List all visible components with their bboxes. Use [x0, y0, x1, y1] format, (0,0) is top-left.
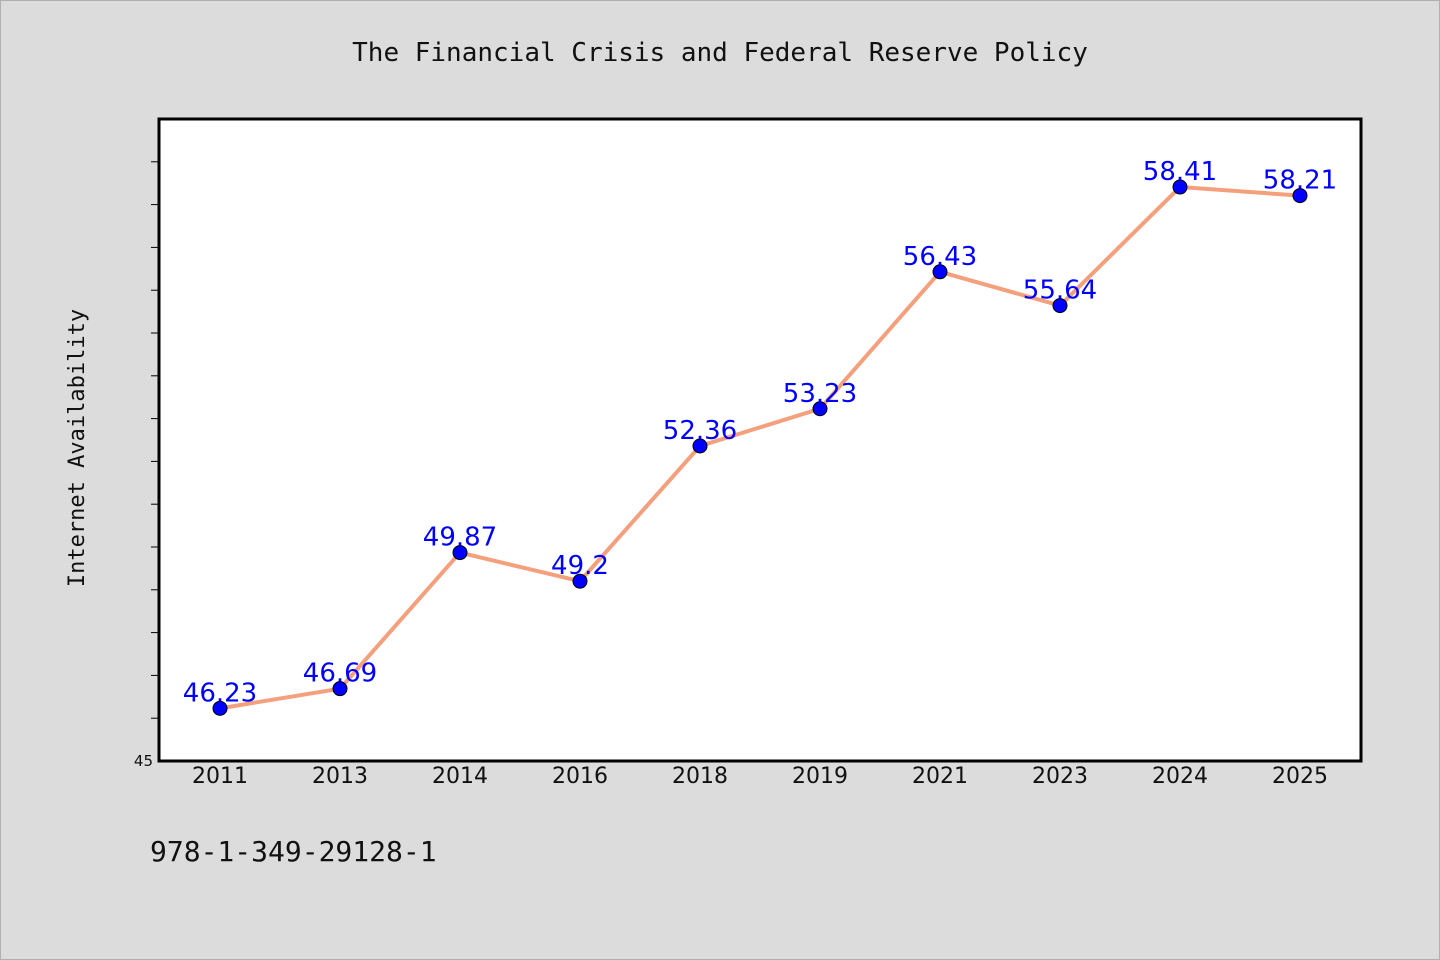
x-tick-label: 2025	[1272, 764, 1328, 789]
x-axis-tick-labels: 2011 2013 2014 2016 2018 2019 2021 2023 2024 2025	[192, 764, 1328, 789]
data-label: 46.23	[183, 678, 257, 708]
data-point	[332, 681, 348, 697]
plot-area	[157, 117, 1363, 763]
data-label: 49.2	[551, 551, 609, 581]
isbn-text: 978-1-349-29128-1	[150, 835, 437, 868]
x-tick-label: 2024	[1152, 764, 1208, 789]
data-point	[452, 545, 468, 561]
x-tick-label: 2018	[672, 764, 728, 789]
data-label: 49.87	[423, 523, 497, 553]
y-tick-label: 45	[134, 752, 153, 770]
x-tick-label: 2021	[912, 764, 968, 789]
y-axis-ticks	[151, 161, 159, 719]
data-labels: 46.23 46.69 49.87 49.2 52.36 53.23 56.43 55.64 5…	[183, 157, 1337, 708]
data-label: 55.64	[1023, 276, 1097, 306]
data-point	[812, 401, 828, 417]
data-point	[572, 573, 588, 589]
x-tick-label: 2011	[192, 764, 248, 789]
data-point	[212, 700, 228, 716]
data-label: 58.41	[1143, 157, 1217, 187]
data-label: 58.21	[1263, 166, 1337, 196]
y-axis-label: Internet Availability	[65, 309, 90, 587]
data-point	[692, 438, 708, 454]
series-line-group	[219, 185, 1301, 711]
x-tick-label: 2016	[552, 764, 608, 789]
data-point	[1172, 179, 1188, 195]
series-markers	[212, 179, 1308, 716]
chart-title: The Financial Crisis and Federal Reserve…	[352, 38, 1088, 68]
x-tick-label: 2013	[312, 764, 368, 789]
data-point	[1052, 298, 1068, 314]
series-line	[219, 185, 1301, 711]
data-label: 53.23	[783, 379, 857, 409]
x-tick-label: 2014	[432, 764, 488, 789]
data-label: 52.36	[663, 416, 737, 446]
data-label: 56.43	[903, 242, 977, 272]
x-tick-label: 2023	[1032, 764, 1088, 789]
data-point	[1292, 188, 1308, 204]
data-point	[932, 264, 948, 280]
x-tick-label: 2019	[792, 764, 848, 789]
data-label: 46.69	[303, 659, 377, 689]
